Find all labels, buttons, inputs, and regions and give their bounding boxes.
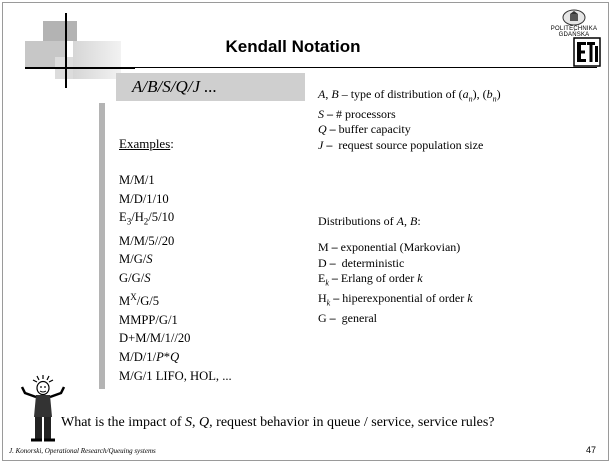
example-item: M/M/5//20 [119, 233, 175, 248]
thinking-person-icon [20, 375, 66, 442]
seal-icon [562, 9, 586, 26]
example-item: MX/G/5 [119, 291, 160, 308]
example-item: M/D/1/10 [119, 191, 169, 206]
distribution-item: Hk – hiperexponential of order k [318, 290, 473, 308]
question-text: What is the impact of S, Q, request beha… [61, 415, 495, 430]
distribution-item: G – general [318, 310, 377, 325]
distribution-item: Ek – Erlang of order k [318, 271, 423, 288]
example-item: G/G/S [119, 271, 151, 286]
example-item: D+M/M/1//20 [119, 331, 191, 346]
university-logo: POLITECHNIKA GDAŃSKA [543, 9, 605, 67]
distribution-item: D – deterministic [318, 255, 405, 270]
example-item: E3/H2/5/10 [119, 210, 175, 227]
header-decoration [25, 13, 135, 88]
distributions-title: Distributions of A, B: [318, 214, 421, 228]
examples-list: M/M/1 M/D/1/10 E3/H2/5/10 M/M/5//20 M/G/… [119, 171, 232, 385]
slide: Kendall Notation POLITECHNIKA GDAŃSKA A/… [2, 2, 609, 461]
definition-item: A, B – type of distribution of (an), (bn… [318, 87, 501, 104]
eti-logo-icon [573, 37, 601, 67]
example-item: MMPP/G/1 [119, 312, 178, 327]
definition-item: J – request source population size [318, 137, 484, 152]
logo-line1: POLITECHNIKA [550, 26, 598, 32]
distributions-list: M – exponential (Markovian) D – determin… [318, 240, 473, 326]
examples-bar [99, 103, 105, 389]
definition-item: S – # processors [318, 106, 396, 121]
definition-item: Q – buffer capacity [318, 122, 411, 137]
example-item: M/G/S [119, 252, 153, 267]
definitions-list: A, B – type of distribution of (an), (bn… [318, 87, 501, 153]
logo-line2: GDAŃSKA [558, 32, 590, 38]
example-item: M/G/1 LIFO, HOL, ... [119, 368, 232, 383]
footer-credit: J. Konorski, Operational Research/Queuin… [9, 447, 156, 455]
page-number: 47 [586, 445, 597, 455]
distribution-item: M – exponential (Markovian) [318, 240, 461, 254]
title-rule [135, 67, 597, 68]
examples-label: Examples: [119, 136, 174, 151]
example-item: M/M/1 [119, 173, 155, 187]
example-item: M/D/1/P*Q [119, 350, 180, 365]
notation-box: A/B/S/Q/J ... [116, 73, 305, 101]
slide-title: Kendall Notation [225, 37, 361, 56]
